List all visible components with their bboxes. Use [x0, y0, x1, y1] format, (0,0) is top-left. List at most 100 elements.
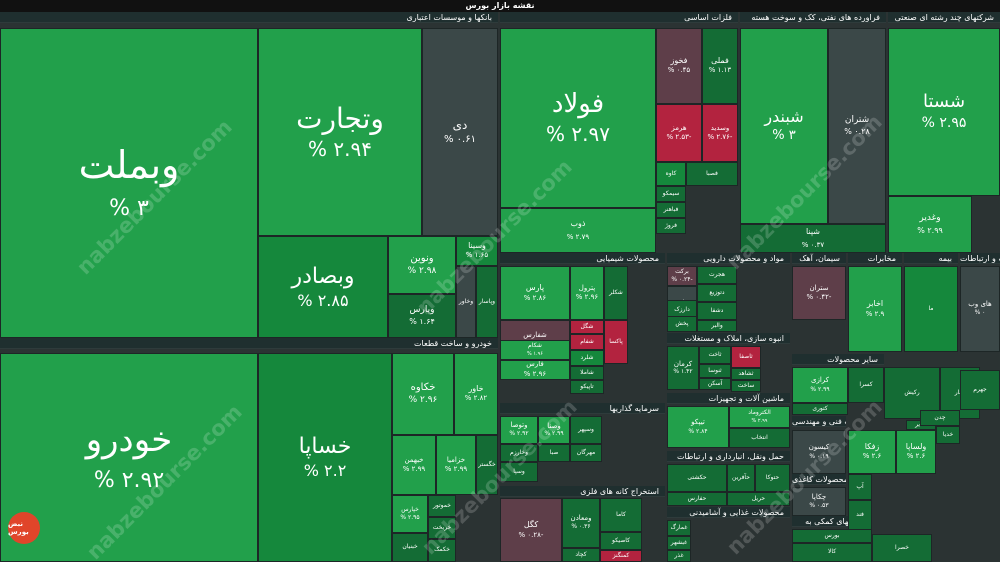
stock-tile[interactable]: فولاد % ۲.۹۷: [500, 28, 656, 208]
stock-tile[interactable]: حآفرین: [727, 464, 755, 492]
stock-tile[interactable]: پترول% ۲.۹۶: [570, 266, 604, 320]
stock-tile[interactable]: خساپا% ۲.۲: [258, 353, 392, 562]
stock-tile[interactable]: کاوه: [656, 162, 686, 186]
stock-tile[interactable]: خصرا: [872, 534, 932, 562]
stock-tile[interactable]: کرازی% ۲.۹۹: [792, 367, 848, 403]
stock-tile[interactable]: دتوزیع: [697, 284, 737, 302]
stock-tile[interactable]: فند: [848, 500, 872, 530]
stock-tile[interactable]: انتخاب: [729, 428, 790, 448]
stock-tile[interactable]: چدن: [920, 410, 960, 426]
stock-tile[interactable]: وپاسار: [476, 266, 498, 338]
stock-tile[interactable]: والبر: [697, 320, 737, 332]
stock-tile[interactable]: وصنا% ۲.۹۹: [538, 416, 570, 444]
stock-tile[interactable]: خاور% ۲.۸۲: [454, 353, 498, 435]
stock-tile[interactable]: شپنا % ۰.۳۷: [740, 224, 886, 253]
stock-tile[interactable]: خموتور: [428, 495, 456, 517]
stock-tile[interactable]: ثاخت: [699, 346, 731, 364]
stock-tile[interactable]: حفارس: [667, 492, 727, 506]
stock-tile[interactable]: شکلر: [604, 266, 628, 320]
stock-tile[interactable]: غذر: [667, 550, 691, 562]
stock-tile[interactable]: غمارگ: [667, 520, 691, 536]
stock-tile[interactable]: خبنیان: [392, 533, 428, 562]
stock-tile[interactable]: خکاوه% ۲.۹۶: [392, 353, 454, 435]
stock-tile[interactable]: تیپکو% ۲.۸۴: [667, 406, 729, 448]
stock-tile[interactable]: فباهنر: [656, 202, 686, 218]
stock-tile[interactable]: کاصیکو: [600, 532, 642, 550]
stock-tile[interactable]: ومعادن% ۰.۳۶: [562, 498, 600, 548]
stock-tile[interactable]: هجرت: [697, 266, 737, 284]
stock-tile[interactable]: ستران% ۰.۴۲-: [792, 266, 846, 320]
stock-tile[interactable]: اخابر% ۲.۹: [848, 266, 902, 352]
stock-tile[interactable]: فصبا: [686, 162, 738, 186]
stock-tile[interactable]: خپارس% ۲.۹۵: [392, 495, 428, 533]
stock-tile[interactable]: خکمک: [428, 539, 456, 562]
stock-tile[interactable]: کالا: [792, 543, 872, 562]
stock-tile[interactable]: وبملت % ۳: [0, 28, 258, 338]
stock-tile[interactable]: ثنوسا: [699, 364, 731, 378]
stock-tile[interactable]: کرمان% ۱.۴۲: [667, 346, 699, 390]
stock-tile[interactable]: حکشتی: [667, 464, 727, 492]
stock-tile[interactable]: خبهمن% ۲.۹۹: [392, 435, 436, 495]
stock-tile[interactable]: الکتروماد% ۲.۹۹: [729, 406, 790, 428]
stock-tile[interactable]: دی% ۰.۶۱: [422, 28, 498, 236]
stock-tile[interactable]: وسپا: [500, 462, 538, 482]
stock-tile[interactable]: فملی% ۱.۱۳: [702, 28, 738, 104]
stock-tile[interactable]: کتوری: [792, 403, 848, 415]
stock-tile[interactable]: وخاور: [456, 266, 476, 338]
stock-tile[interactable]: فخوز% ۰.۴۵: [656, 28, 702, 104]
stock-tile[interactable]: پخش: [667, 316, 697, 332]
stock-tile[interactable]: سیمکو: [656, 186, 686, 202]
stock-tile[interactable]: دشفا: [697, 302, 737, 320]
stock-tile[interactable]: ولساپا% ۲.۶: [896, 430, 936, 474]
stock-tile[interactable]: وسدید% ۲.۷۶-: [702, 104, 738, 162]
stock-tile[interactable]: شبندر% ۳: [740, 28, 828, 224]
stock-tile[interactable]: شستا % ۲.۹۵: [888, 28, 1000, 196]
stock-tile[interactable]: های وب% ۰: [960, 266, 1000, 352]
stock-tile[interactable]: شکام% ۱.۹۶: [500, 340, 570, 360]
stock-tile[interactable]: تاپیکو: [570, 380, 604, 394]
stock-tile[interactable]: مهرگان: [570, 444, 602, 462]
stock-tile[interactable]: ونوین% ۲.۹۸: [388, 236, 456, 294]
stock-tile[interactable]: ساخت: [731, 380, 761, 392]
stock-tile[interactable]: حتوکا: [755, 464, 790, 492]
stock-tile[interactable]: ثشاهد: [731, 368, 761, 380]
stock-tile[interactable]: وپارس% ۱.۶۴: [388, 294, 456, 338]
stock-tile[interactable]: فروژ: [656, 218, 686, 234]
stock-tile[interactable]: پاکسا: [604, 320, 628, 364]
stock-tile[interactable]: خگستر: [476, 435, 498, 495]
stock-tile[interactable]: وتوصا% ۲.۹۲: [500, 416, 538, 444]
stock-tile[interactable]: فارس% ۲.۹۶: [500, 360, 570, 380]
stock-tile[interactable]: برکت% ۰.۲۴-: [667, 266, 697, 286]
stock-tile[interactable]: کمنگنز: [600, 550, 642, 562]
stock-tile[interactable]: هرمز% ۲.۵۳-: [656, 104, 702, 162]
stock-tile[interactable]: وبصادر% ۲.۸۵: [258, 236, 388, 338]
stock-tile[interactable]: غبشهر: [667, 536, 691, 550]
stock-tile[interactable]: وغدیر % ۲.۹۹: [888, 196, 972, 253]
stock-tile[interactable]: شگل: [570, 320, 604, 334]
stock-tile[interactable]: حریل: [727, 492, 790, 506]
stock-tile[interactable]: کیسون% ۰.۱۹: [792, 430, 846, 474]
stock-tile[interactable]: شفام: [570, 334, 604, 350]
stock-tile[interactable]: کسرا: [848, 367, 884, 403]
stock-tile[interactable]: وسپهر: [570, 416, 602, 444]
stock-tile[interactable]: خدیا: [936, 426, 960, 444]
stock-tile[interactable]: شلرد: [570, 350, 604, 366]
stock-tile[interactable]: وتجارت% ۲.۹۴: [258, 28, 422, 236]
stock-tile[interactable]: جهرم: [960, 370, 1000, 410]
stock-tile[interactable]: خودرو % ۲.۹۲: [0, 353, 258, 562]
stock-tile[interactable]: بورس: [792, 529, 872, 543]
stock-tile[interactable]: صبا: [538, 444, 570, 462]
stock-tile[interactable]: وسینا% ۱.۶۵: [456, 236, 498, 266]
stock-tile[interactable]: چکاپا% ۰.۵۳: [792, 487, 846, 516]
stock-tile[interactable]: ما: [904, 266, 958, 352]
stock-tile[interactable]: زفکا% ۲.۶: [848, 430, 896, 474]
stock-tile[interactable]: کاما: [600, 498, 642, 532]
stock-tile[interactable]: شتران% ۰.۲۸: [828, 28, 886, 224]
stock-tile[interactable]: آپ: [848, 474, 872, 500]
stock-tile[interactable]: کگل% ۰.۲۸-: [500, 498, 562, 562]
stock-tile[interactable]: پارس% ۲.۸۶: [500, 266, 570, 320]
stock-tile[interactable]: شاملا: [570, 366, 604, 380]
stock-tile[interactable]: وخارزم: [500, 444, 538, 462]
stock-tile[interactable]: خریخت: [428, 517, 456, 539]
stock-tile[interactable]: خزامیا% ۲.۹۹: [436, 435, 476, 495]
